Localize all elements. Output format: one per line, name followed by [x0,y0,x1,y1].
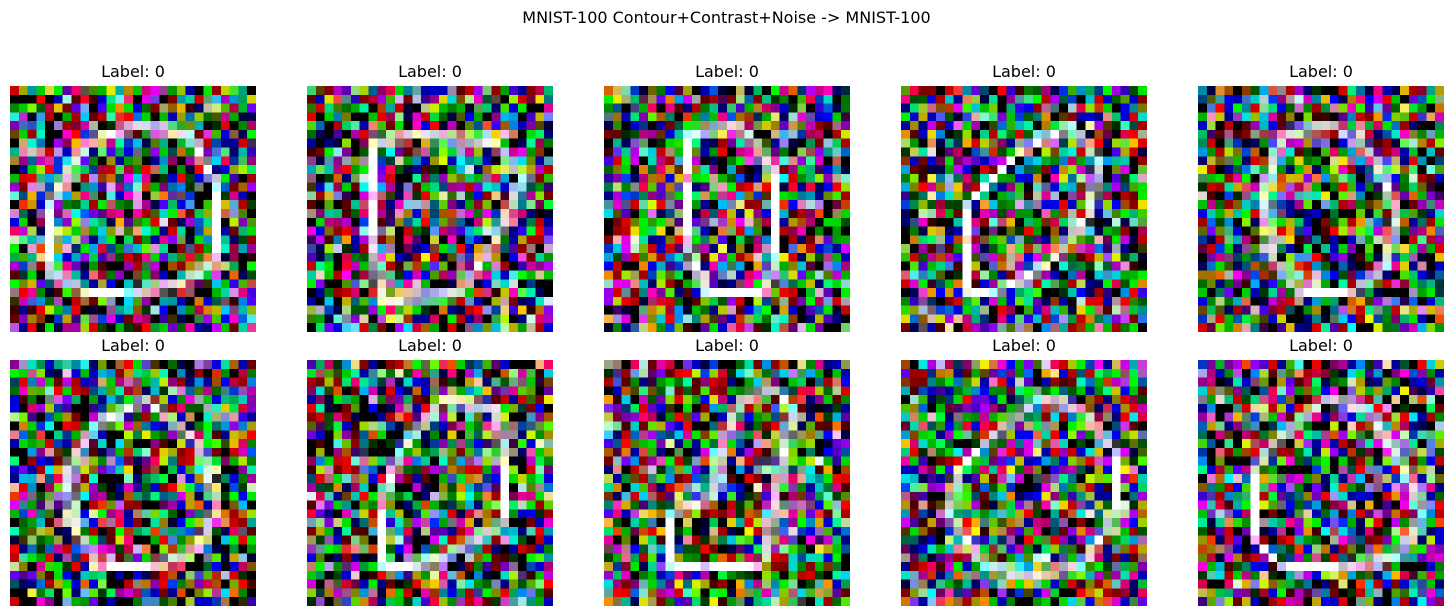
panel-label: Label: 0 [992,336,1056,355]
sample-image [10,86,256,332]
panel-label: Label: 0 [101,62,165,81]
sample-panel-6: Label: 0 [10,336,256,606]
sample-panel-1: Label: 0 [10,62,256,332]
sample-image [604,86,850,332]
sample-panel-3: Label: 0 [604,62,850,332]
sample-image [307,86,553,332]
panel-label: Label: 0 [695,336,759,355]
panel-label: Label: 0 [398,336,462,355]
sample-panel-10: Label: 0 [1198,336,1444,606]
sample-image [901,360,1147,606]
figure-title: MNIST-100 Contour+Contrast+Noise -> MNIS… [522,8,931,27]
panel-label: Label: 0 [101,336,165,355]
sample-panel-4: Label: 0 [901,62,1147,332]
sample-image [1198,86,1444,332]
panel-label: Label: 0 [992,62,1056,81]
panel-label: Label: 0 [398,62,462,81]
sample-panel-7: Label: 0 [307,336,553,606]
sample-panel-2: Label: 0 [307,62,553,332]
sample-image [307,360,553,606]
sample-image [604,360,850,606]
sample-image [10,360,256,606]
sample-panel-5: Label: 0 [1198,62,1444,332]
sample-image [1198,360,1444,606]
sample-panel-8: Label: 0 [604,336,850,606]
sample-panel-9: Label: 0 [901,336,1147,606]
panel-label: Label: 0 [1289,336,1353,355]
sample-image [901,86,1147,332]
panel-label: Label: 0 [695,62,759,81]
panel-label: Label: 0 [1289,62,1353,81]
